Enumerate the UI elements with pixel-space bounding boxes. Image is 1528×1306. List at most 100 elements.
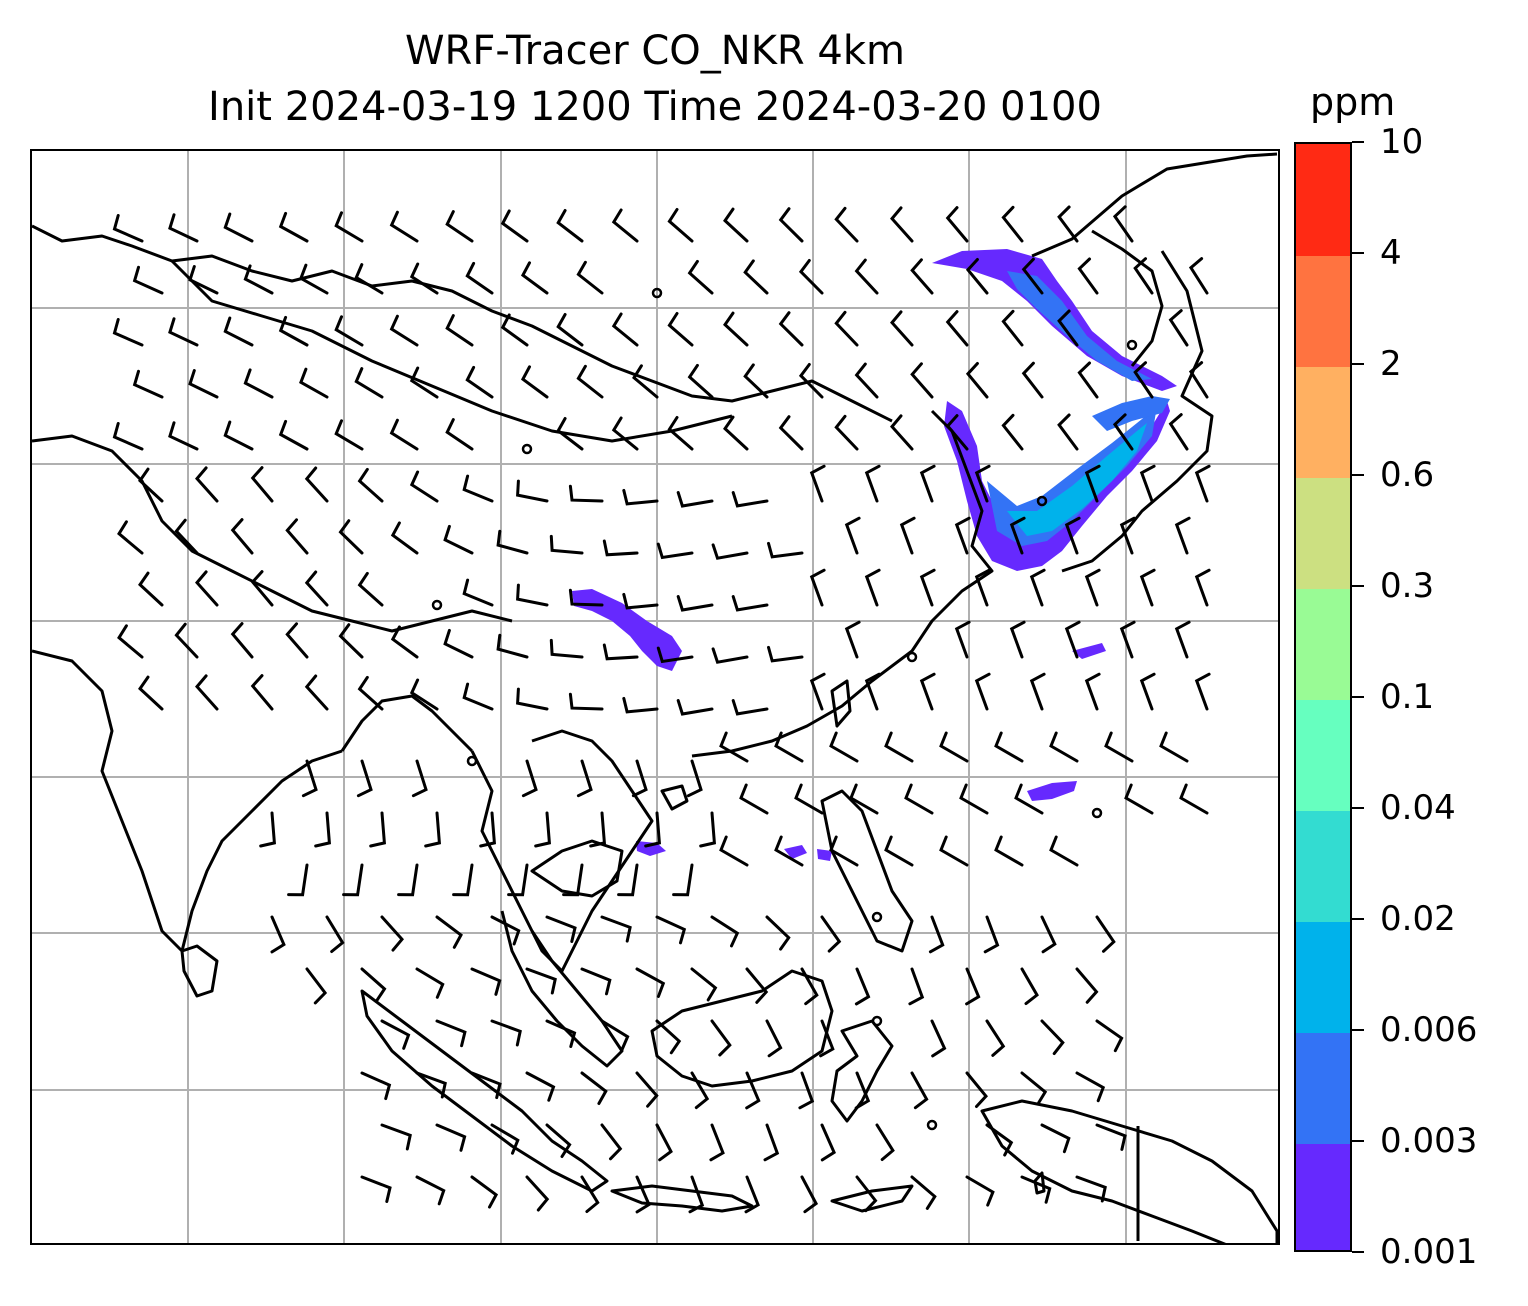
wind-barb xyxy=(452,863,474,897)
wind-barb xyxy=(576,260,604,295)
wind-barb xyxy=(954,620,971,659)
wind-barb xyxy=(188,369,219,399)
coast-northeast xyxy=(1031,152,1278,258)
wind-barb xyxy=(470,1071,502,1100)
wind-barb xyxy=(304,570,329,607)
coast-sumatra xyxy=(360,989,609,1193)
wind-barb xyxy=(397,863,419,897)
coast-india xyxy=(32,649,343,953)
wind-barb xyxy=(278,315,309,347)
wind-barb xyxy=(974,672,991,711)
tracer-patch-south-3 xyxy=(817,849,832,861)
wind-barb xyxy=(354,263,384,295)
wind-barb xyxy=(360,1071,392,1101)
wind-barb xyxy=(534,811,551,848)
calm-marker xyxy=(926,1119,938,1131)
wind-barb xyxy=(919,568,936,607)
wind-barb xyxy=(672,863,694,897)
wind-barb xyxy=(435,915,463,949)
wind-barb xyxy=(690,1071,710,1110)
wind-barb xyxy=(667,208,694,243)
wind-barb xyxy=(415,967,445,999)
calm-marker xyxy=(871,1015,883,1027)
wind-barb xyxy=(270,915,286,954)
tracer-patch-south-2 xyxy=(784,845,807,859)
wind-barb xyxy=(285,518,309,555)
wind-barb xyxy=(656,646,694,664)
wind-barb xyxy=(1077,361,1099,399)
wind-barb xyxy=(1095,1123,1127,1151)
wind-barb xyxy=(1159,731,1189,763)
wind-barb xyxy=(589,811,606,848)
colorbar-tick xyxy=(1352,585,1364,587)
coast-newguinea xyxy=(980,1099,1278,1243)
wind-barb xyxy=(338,623,364,659)
wind-barb xyxy=(168,421,199,451)
wind-barb xyxy=(798,1071,815,1110)
wind-barb xyxy=(1040,1123,1071,1154)
wind-barb xyxy=(1075,1175,1107,1203)
wind-barb xyxy=(1084,464,1101,503)
wind-barb xyxy=(521,759,538,798)
wind-barb xyxy=(470,967,502,996)
wind-barb xyxy=(580,1175,600,1213)
wind-barb xyxy=(545,915,577,943)
colorbar-tick-label: 2 xyxy=(1380,344,1402,384)
wind-barb xyxy=(445,314,474,347)
wind-barb xyxy=(743,363,769,399)
wind-barb xyxy=(360,967,387,1003)
wind-barb xyxy=(1174,516,1191,555)
wind-barb xyxy=(195,466,219,503)
wind-barb xyxy=(854,258,879,295)
wind-barb xyxy=(1139,464,1156,503)
wind-barb xyxy=(1057,309,1079,347)
wind-barb xyxy=(443,628,474,659)
wind-barb xyxy=(525,1175,550,1212)
wind-barb xyxy=(710,915,740,948)
wind-barb xyxy=(667,312,694,347)
wind-barb xyxy=(686,759,703,798)
colorbar-segment xyxy=(1296,477,1350,589)
wind-barb xyxy=(1009,516,1026,555)
wind-barb xyxy=(854,362,879,399)
wind-barb xyxy=(809,672,826,711)
wind-barb xyxy=(622,592,659,610)
wind-barb xyxy=(354,367,384,399)
wind-barb xyxy=(112,214,144,243)
tracer-patch-south-1 xyxy=(636,841,666,856)
wind-barb xyxy=(602,643,639,661)
wind-barb xyxy=(656,542,694,560)
wind-barb xyxy=(1104,731,1134,763)
wind-barb xyxy=(299,367,329,399)
wind-barb xyxy=(834,414,859,451)
wind-barb xyxy=(632,364,659,399)
map-subtitle: Init 2024-03-19 1200 Time 2024-03-20 010… xyxy=(208,84,1102,130)
wind-barb xyxy=(1029,672,1046,711)
wind-barb xyxy=(357,675,384,711)
wind-barb xyxy=(983,915,1000,954)
wind-barb xyxy=(723,415,749,451)
wind-barb xyxy=(1124,783,1154,815)
wind-barb xyxy=(299,263,329,295)
colorbar-tick xyxy=(1352,252,1364,254)
wind-barb xyxy=(223,212,254,243)
wind-barb xyxy=(719,731,749,763)
wind-barb xyxy=(819,1019,835,1058)
wind-barb xyxy=(687,259,714,295)
wind-barb xyxy=(380,1019,411,1050)
wind-barb xyxy=(622,488,659,506)
coast-indochina xyxy=(470,729,654,973)
wind-barb xyxy=(516,479,549,503)
wind-barb xyxy=(910,362,934,399)
wind-barb xyxy=(794,783,824,815)
colorbar-segment xyxy=(1296,810,1350,922)
wind-barb xyxy=(890,310,914,347)
coast-srilanka xyxy=(180,944,219,998)
calm-markers xyxy=(431,287,1138,1131)
wind-barb xyxy=(1077,257,1099,295)
wind-barb xyxy=(774,835,804,867)
wind-barb xyxy=(939,731,969,763)
wind-barb xyxy=(568,692,604,711)
wind-barb xyxy=(369,811,386,848)
wind-barb xyxy=(342,863,364,897)
